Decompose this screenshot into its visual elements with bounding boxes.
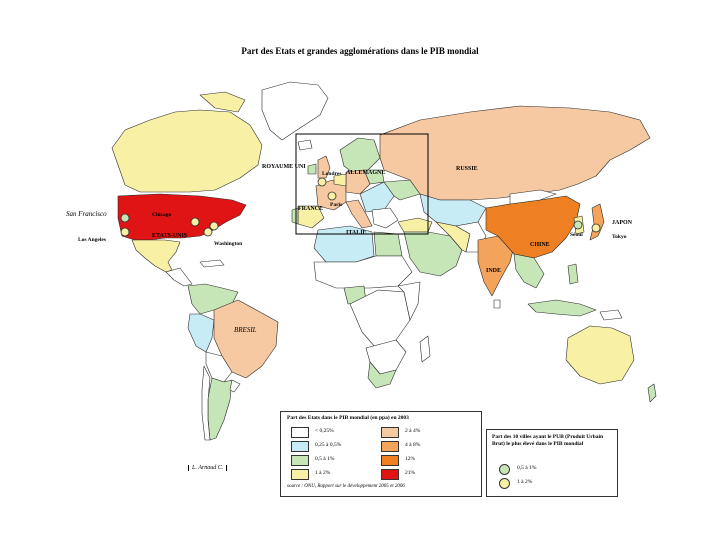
legend-label: 21% [405, 470, 416, 476]
region-balkans [371, 207, 399, 229]
legend-label: < 0,25% [315, 428, 334, 434]
cities-legend-label: 0,5 à 1% [517, 465, 537, 471]
author-credit: L. Arnaud C. [188, 465, 228, 471]
country-scandinavia [339, 137, 381, 173]
region-middle-east [403, 231, 463, 277]
country-canada-islands [199, 91, 246, 113]
country-mongolia [509, 189, 557, 205]
country-uk [317, 155, 331, 179]
legend-swatch [291, 469, 309, 480]
country-label-russia: RUSSIE [456, 166, 478, 172]
map-title: Part des Etats et grandes agglomérations… [241, 46, 479, 56]
country-ukraine [383, 179, 421, 201]
cities-legend-title: Part des 10 villes ayant le PUB (Produit… [492, 434, 604, 447]
city-marker-los-angeles [120, 227, 130, 237]
city-label-san-francisco: San Francisco [66, 210, 107, 218]
country-label-brazil: BRESIL [234, 326, 257, 334]
cities-legend-dot [499, 478, 510, 489]
legend-label: 0,5 à 1% [315, 456, 335, 462]
country-label-japan: JAPON [612, 220, 633, 226]
country-turkey [397, 217, 433, 233]
city-label-paris: Paris [330, 202, 342, 208]
city-marker-washington [203, 227, 213, 237]
city-label-chicago: Chicago [152, 212, 172, 218]
legend-swatch [291, 441, 309, 452]
city-marker-seoul [573, 220, 583, 230]
city-label-tokyo: Tokyo [612, 234, 627, 240]
city-marker-chicago [190, 217, 200, 227]
country-label-china: CHINE [530, 242, 550, 248]
country-egypt [373, 231, 403, 257]
country-sri-lanka [493, 299, 501, 309]
country-philippines [567, 263, 579, 285]
europe-inset-frame [295, 133, 429, 235]
legend-label: 12% [405, 456, 416, 462]
country-label-uk: ROYAUME UNI [262, 164, 306, 170]
region-central-europe [359, 181, 395, 213]
legend-label: 0,25 à 0,5% [315, 442, 342, 448]
country-benelux [333, 173, 347, 187]
city-label-seoul: Séoul [570, 232, 583, 238]
legend-countries: Part des Etats dans le PIB mondial (en p… [280, 411, 482, 497]
city-label-los-angeles: Los Angeles [78, 237, 106, 243]
country-mexico [131, 239, 181, 273]
city-label-washington: Washington [214, 241, 242, 247]
country-new-zealand [647, 383, 657, 403]
country-label-italy: ITALIE [346, 230, 367, 236]
country-south-africa [367, 361, 397, 389]
legend-swatch [381, 455, 399, 466]
city-marker-london [317, 177, 327, 187]
cities-legend-dot [499, 464, 510, 475]
country-greenland [261, 81, 329, 141]
region-east-africa [397, 281, 421, 321]
legend-title: Part des Etats dans le PIB mondial (en p… [287, 415, 409, 421]
legend-swatch [291, 455, 309, 466]
country-japan [589, 203, 605, 241]
country-madagascar [419, 335, 431, 363]
country-argentina [207, 377, 233, 441]
country-australia [565, 325, 635, 385]
country-indonesia [527, 299, 597, 317]
region-central-africa [349, 289, 411, 349]
country-germany [345, 169, 371, 195]
country-brazil [213, 299, 279, 379]
cities-legend-label: 1 à 2% [517, 479, 533, 485]
legend-label: 2 à 4% [405, 428, 421, 434]
country-canada-north [111, 109, 263, 193]
city-label-london: Londres [322, 171, 341, 177]
country-label-germany: ALLEMAGNE [346, 170, 385, 176]
country-italy [345, 199, 373, 229]
country-chile [201, 365, 211, 441]
region-southeast-asia [513, 253, 545, 289]
region-sahel [313, 255, 413, 289]
region-central-america [165, 267, 193, 287]
country-papua [599, 309, 623, 321]
legend-swatch [381, 469, 399, 480]
country-uruguay [229, 379, 241, 393]
region-peru [187, 313, 215, 353]
legend-swatch [381, 427, 399, 438]
country-label-france: FRANCE [298, 206, 323, 212]
legend-label: 4 à 8% [405, 442, 421, 448]
country-label-india: INDE [486, 268, 501, 274]
country-russia [379, 105, 651, 201]
country-label-usa: ETATS-UNIS [152, 233, 188, 239]
city-marker-new-york [209, 221, 219, 231]
region-caribbean [199, 259, 225, 268]
legend-swatch [381, 441, 399, 452]
city-marker-tokyo [591, 223, 601, 233]
legend-swatch [291, 427, 309, 438]
city-marker-san-francisco [120, 213, 130, 223]
legend-label: 1 à 2% [315, 470, 331, 476]
legend-cities: Part des 10 villes ayant le PUB (Produit… [486, 429, 618, 497]
city-marker-paris [327, 191, 337, 201]
country-ireland [307, 163, 317, 175]
legend-source: source : ONU, Rapport sur le développeme… [287, 484, 405, 489]
country-iceland [297, 139, 313, 151]
